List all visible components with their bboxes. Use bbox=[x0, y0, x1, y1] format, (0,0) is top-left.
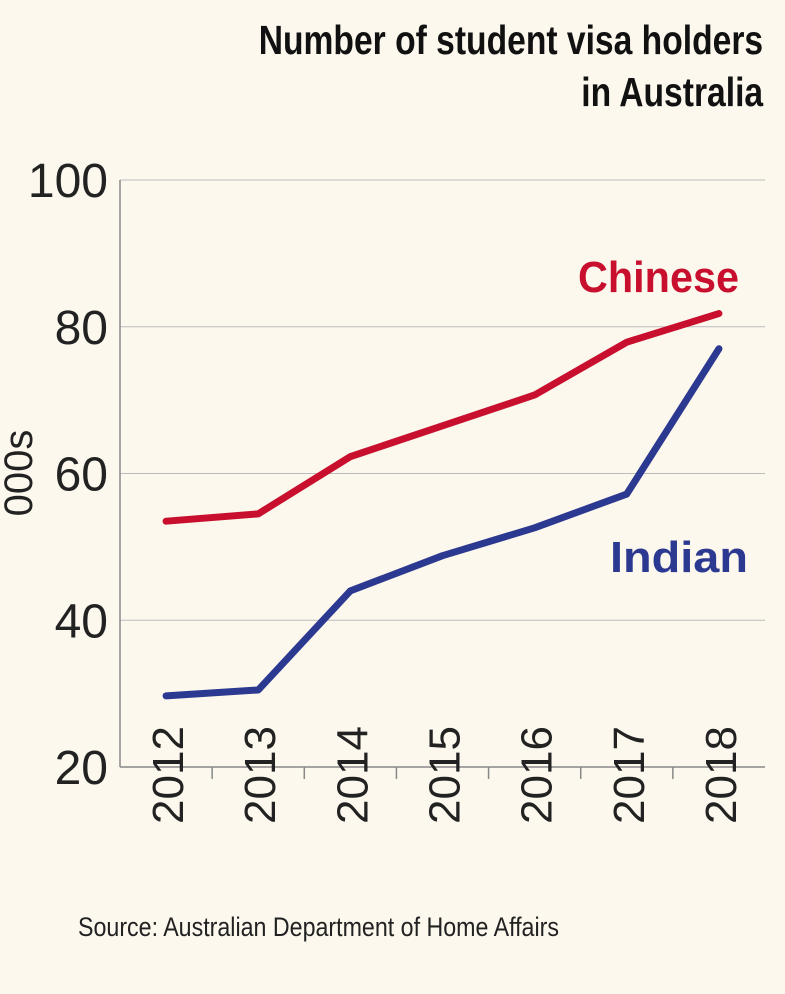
x-tick-label: 2017 bbox=[605, 726, 654, 824]
x-tick-label: 2015 bbox=[421, 726, 470, 824]
y-tick-label: 20 bbox=[55, 742, 108, 795]
x-tick-label: 2018 bbox=[697, 726, 746, 824]
x-tick-label: 2013 bbox=[236, 726, 285, 824]
y-tick-label: 60 bbox=[55, 449, 108, 502]
x-tick-label: 2016 bbox=[513, 726, 562, 824]
y-tick-label: 40 bbox=[55, 595, 108, 648]
y-tick-label: 80 bbox=[55, 302, 108, 355]
y-tick-label: 100 bbox=[28, 155, 108, 208]
y-axis-label: 000s bbox=[0, 430, 41, 517]
chart-title-line-1: Number of student visa holders bbox=[258, 17, 763, 63]
series-line-chinese bbox=[162, 310, 723, 525]
chart-title-line-2: in Australia bbox=[581, 69, 763, 115]
series-label-chinese: Chinese bbox=[578, 253, 739, 302]
chart-title: Number of student visa holders in Austra… bbox=[259, 14, 763, 118]
series-line-indian bbox=[162, 345, 723, 700]
x-tick-label: 2012 bbox=[144, 726, 193, 824]
source-note: Source: Australian Department of Home Af… bbox=[78, 912, 559, 942]
x-tick-label: 2014 bbox=[328, 726, 377, 824]
series-label-indian: Indian bbox=[610, 533, 748, 582]
